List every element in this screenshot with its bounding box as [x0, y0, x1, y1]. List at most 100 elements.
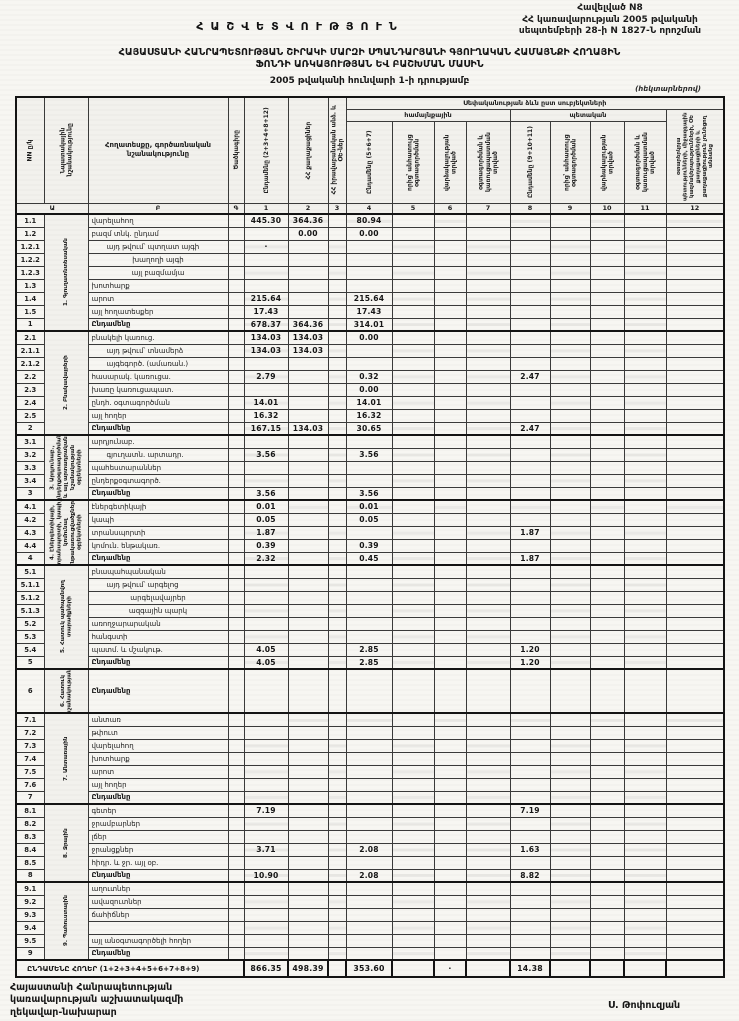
- value-cell: [433, 577, 467, 592]
- value-cell: [391, 712, 435, 727]
- table-row: 3.2 գյուղատն. արտադր. 3.56 3.56: [15, 447, 725, 462]
- column-index-row: Ա Բ Գ 1 2 3 4 5 6 7 8 9 10 11 12: [15, 202, 725, 215]
- value-cell: [589, 725, 625, 740]
- value-cell: [549, 278, 591, 293]
- value-cell: [589, 460, 625, 475]
- value-cell: [345, 265, 393, 280]
- value-cell: [623, 790, 667, 805]
- land-type-cell: Ընդամենը: [87, 551, 229, 566]
- value-cell: [665, 512, 725, 527]
- value-cell: [287, 265, 329, 280]
- value-cell: [549, 213, 591, 228]
- land-type-cell: այլ բազմամյա: [87, 265, 229, 280]
- value-cell: [509, 512, 551, 527]
- value-cell: [243, 590, 289, 605]
- value-cell: [287, 907, 329, 922]
- value-cell: [623, 460, 667, 475]
- value-cell: 3.56: [243, 447, 289, 462]
- col2-header: ՀՀ քաղաքացիներ: [287, 96, 329, 204]
- value-cell: [391, 616, 435, 631]
- table-row: 9.1 9. Պահուստային աղուտներ: [15, 881, 725, 961]
- value-cell: [589, 764, 625, 779]
- value-cell: [465, 920, 511, 935]
- value-cell: [509, 226, 551, 241]
- value-cell: [589, 551, 625, 566]
- table-row: 9.2 ավազուտներ: [15, 894, 725, 909]
- value-cell: [509, 252, 551, 267]
- land-type-cell: խառը կառուցապատ.: [87, 382, 229, 397]
- value-cell: [391, 668, 435, 714]
- value-cell: [287, 369, 329, 384]
- value-cell: [243, 920, 289, 935]
- row-code-cell: 7.3: [15, 738, 45, 753]
- code-cell: [227, 920, 245, 935]
- value-cell: [589, 577, 625, 592]
- value-cell: [465, 842, 511, 857]
- code-cell: [227, 252, 245, 267]
- row-code-cell: 3.4: [15, 473, 45, 488]
- value-cell: 1.87: [509, 525, 551, 540]
- table-row: 7.4 խոտհարք: [15, 751, 725, 766]
- report-subtitle-line: ՀԱՅԱՍՏԱՆԻ ՀԱՆՐԱՊԵՏՈՒԹՅԱՆ ՇԻՐԱԿԻ ՄԱՐԶԻ ՍՊ…: [118, 47, 621, 58]
- value-cell: [287, 564, 329, 579]
- code-cell: [227, 590, 245, 605]
- value-cell: [287, 751, 329, 766]
- table-row: 2.1 2. Բնակավայրերի բնակելի կառուց. 134.03 1…: [15, 330, 725, 436]
- value-cell: [391, 226, 435, 241]
- value-cell: [665, 933, 725, 948]
- value-cell: [549, 629, 591, 644]
- value-cell: 498.39: [287, 959, 329, 978]
- value-cell: [327, 577, 347, 592]
- value-cell: [345, 356, 393, 371]
- value-cell: [623, 616, 667, 631]
- value-cell: [391, 382, 435, 397]
- value-cell: [549, 577, 591, 592]
- value-cell: [433, 603, 467, 618]
- value-cell: [243, 829, 289, 844]
- value-cell: [509, 629, 551, 644]
- value-cell: [665, 712, 725, 727]
- value-cell: [391, 239, 435, 254]
- value-cell: [391, 881, 435, 896]
- value-cell: [327, 538, 347, 553]
- col1-header: Ընդամենը (2+3+4+8+12): [243, 96, 289, 204]
- row-code-cell: 2.1: [15, 330, 45, 345]
- value-cell: [623, 751, 667, 766]
- value-cell: [509, 564, 551, 579]
- value-cell: [433, 777, 467, 792]
- value-cell: [509, 816, 551, 831]
- value-cell: [391, 642, 435, 657]
- value-cell: [345, 946, 393, 961]
- value-cell: 2.08: [345, 842, 393, 857]
- value-cell: 1.20: [509, 655, 551, 670]
- value-cell: [549, 369, 591, 384]
- land-type-cell: արդյունաբ.: [87, 434, 229, 449]
- value-cell: [509, 408, 551, 423]
- value-cell: [287, 447, 329, 462]
- value-cell: [465, 616, 511, 631]
- value-cell: 3.56: [243, 486, 289, 501]
- value-cell: [465, 512, 511, 527]
- value-cell: 3.71: [243, 842, 289, 857]
- value-cell: [589, 330, 625, 345]
- value-cell: [243, 946, 289, 961]
- value-cell: [391, 777, 435, 792]
- value-cell: [589, 738, 625, 753]
- value-cell: [391, 447, 435, 462]
- value-cell: [287, 395, 329, 410]
- value-cell: [589, 356, 625, 371]
- signature-line: ղեկավար-նախարար: [10, 1006, 117, 1018]
- value-cell: [287, 655, 329, 670]
- value-cell: [509, 538, 551, 553]
- value-cell: [287, 933, 329, 948]
- column-number: 12: [665, 202, 725, 215]
- value-cell: [665, 803, 725, 818]
- value-cell: [465, 712, 511, 727]
- code-cell: [227, 304, 245, 319]
- value-cell: [287, 278, 329, 293]
- table-row: 2 Ընդամենը 167.15 134.03 30.65 2.47: [15, 421, 725, 436]
- value-cell: [433, 317, 467, 332]
- row-code-cell: 7.6: [15, 777, 45, 792]
- table-row: 1.2.2 խաղողի այգի: [15, 252, 725, 267]
- value-cell: [433, 343, 467, 358]
